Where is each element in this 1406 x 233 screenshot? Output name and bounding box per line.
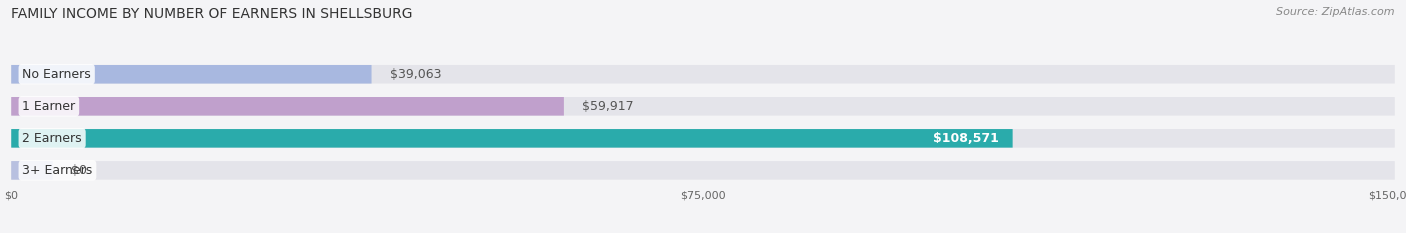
Text: $0: $0	[72, 164, 87, 177]
FancyBboxPatch shape	[11, 65, 371, 84]
FancyBboxPatch shape	[11, 65, 1395, 84]
FancyBboxPatch shape	[11, 97, 564, 116]
Text: 1 Earner: 1 Earner	[22, 100, 76, 113]
Text: $39,063: $39,063	[389, 68, 441, 81]
Text: Source: ZipAtlas.com: Source: ZipAtlas.com	[1277, 7, 1395, 17]
FancyBboxPatch shape	[11, 129, 1395, 148]
Text: FAMILY INCOME BY NUMBER OF EARNERS IN SHELLSBURG: FAMILY INCOME BY NUMBER OF EARNERS IN SH…	[11, 7, 413, 21]
FancyBboxPatch shape	[11, 161, 53, 180]
FancyBboxPatch shape	[11, 97, 1395, 116]
Text: $59,917: $59,917	[582, 100, 634, 113]
Text: 3+ Earners: 3+ Earners	[22, 164, 93, 177]
Text: No Earners: No Earners	[22, 68, 91, 81]
Text: 2 Earners: 2 Earners	[22, 132, 82, 145]
FancyBboxPatch shape	[11, 129, 1012, 148]
FancyBboxPatch shape	[11, 161, 1395, 180]
Text: $108,571: $108,571	[934, 132, 998, 145]
